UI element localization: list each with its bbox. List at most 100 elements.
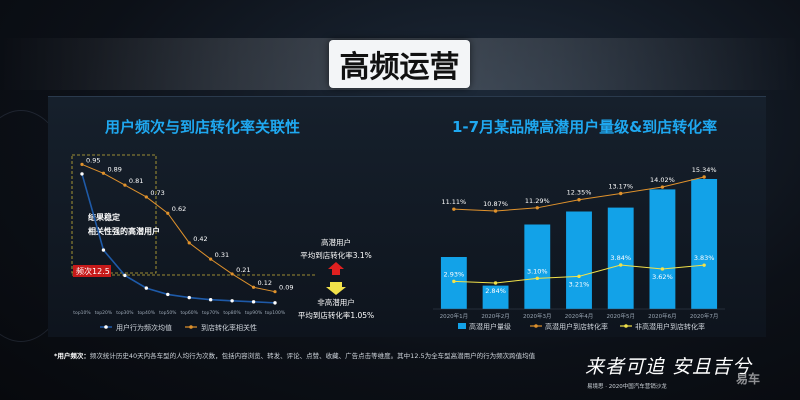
frequency-correlation-chart: 结果稳定 相关性强的高潜用户 频次12.5 top10% top20% top30%… <box>71 154 374 332</box>
correlation-data-label: 0.89 <box>107 165 121 173</box>
legend-freq-label: 用户行为频次均值 <box>116 323 172 332</box>
x-tick-label: 2020年6月 <box>648 312 677 320</box>
high-potential-data-label: 15.34% <box>692 166 717 174</box>
frequency-point <box>80 172 84 176</box>
frequency-point <box>251 300 256 304</box>
x-tick-label: top90% <box>245 310 263 316</box>
non-potential-data-label: 3.62% <box>652 273 673 281</box>
high-potential-data-label: 11.29% <box>525 197 550 205</box>
correlation-point <box>80 162 84 166</box>
arrow-up-icon <box>328 262 344 275</box>
high-potential-point <box>493 209 498 213</box>
legend-corr-marker <box>189 325 193 329</box>
legend-bar-label: 高潜用户量级 <box>469 322 511 331</box>
threshold-label: 频次12.5 <box>76 266 110 276</box>
correlation-point <box>187 241 191 245</box>
x-tick-label: top100% <box>265 310 286 316</box>
content-panel <box>48 96 766 337</box>
arrow-down-icon <box>326 282 346 295</box>
non-potential-point <box>660 267 665 271</box>
x-tick-label: 2020年7月 <box>690 312 719 320</box>
callout-high-line2: 平均到店转化率3.1% <box>300 250 372 260</box>
bar-potential-users <box>691 179 718 309</box>
brand-potential-users-chart: 11.11% 10.87% 11.29% 12.35% 13.17% 14.02% 15.3… <box>433 166 725 331</box>
correlation-data-label: 0.73 <box>150 189 164 197</box>
frequency-point <box>230 299 234 303</box>
correlation-data-label: 0.81 <box>129 177 143 185</box>
high-potential-data-label: 13.17% <box>608 183 633 191</box>
non-potential-data-label: 3.84% <box>610 254 631 262</box>
logo-calligraphy: 来者可追 安且吉兮 <box>585 356 753 378</box>
x-tick-label: top20% <box>95 310 113 316</box>
high-potential-data-label: 14.02% <box>650 176 675 184</box>
correlation-data-label: 0.31 <box>215 251 229 259</box>
right-chart-title: 1-7月某品牌高潜用户量级&到店转化率 <box>452 118 718 136</box>
non-potential-data-label: 3.10% <box>527 267 548 275</box>
high-potential-data-label: 11.11% <box>441 198 466 206</box>
non-potential-point <box>535 276 539 281</box>
non-potential-data-label: 2.84% <box>485 287 506 295</box>
x-tick-label: top60% <box>181 310 199 316</box>
legend-yellow-marker <box>624 324 628 328</box>
high-potential-point <box>702 175 706 179</box>
high-potential-point <box>660 185 665 189</box>
x-tick-label: 2020年4月 <box>565 312 594 320</box>
x-tick-label: top50% <box>159 310 177 316</box>
x-tick-label: 2020年1月 <box>440 312 469 320</box>
logo-subtitle: 易境思 · 2020中国汽车营销沙龙 <box>587 384 667 390</box>
legend-corr-label: 到店转化率相关性 <box>201 323 257 332</box>
left-chart-title: 用户频次与到店转化率关联性 <box>105 118 301 136</box>
non-potential-data-label: 2.93% <box>444 270 465 278</box>
correlation-data-label: 0.21 <box>236 266 250 274</box>
correlation-point <box>101 171 106 175</box>
series-correlation-line <box>81 163 276 293</box>
correlation-point <box>230 272 234 276</box>
legend-freq-marker <box>104 325 108 329</box>
legend-bar-swatch <box>458 323 466 329</box>
series-frequency-line <box>81 173 276 304</box>
bar-potential-users <box>524 224 551 309</box>
bar-potential-users <box>566 211 592 309</box>
bar-potential-users <box>482 285 509 309</box>
correlation-point <box>273 290 277 294</box>
non-potential-point <box>493 281 498 285</box>
threshold-label-bg <box>73 265 111 277</box>
callout-high-line1: 高潜用户 <box>321 237 351 247</box>
x-tick-label: 2020年2月 <box>481 312 510 320</box>
footnote-prefix: *用户频次： <box>54 352 90 360</box>
bar-potential-users <box>649 189 676 309</box>
correlation-point <box>166 211 170 215</box>
correlation-point <box>123 183 127 187</box>
frequency-point <box>187 295 191 300</box>
non-potential-point <box>702 263 706 267</box>
callout-low-line1: 非高潜用户 <box>317 297 355 307</box>
footnote: *用户频次：频次统计历史40天内各车型的人均行为次数，包括内容浏览、转发、评论、… <box>54 350 574 360</box>
non-potential-data-label: 3.83% <box>694 254 715 262</box>
correlation-data-label: 0.62 <box>172 205 186 213</box>
non-potential-point <box>619 263 623 267</box>
frequency-point <box>123 273 127 278</box>
correlation-point <box>144 195 148 199</box>
legend-orange-marker <box>534 324 538 328</box>
frequency-point <box>166 292 170 297</box>
bar-potential-users <box>607 207 634 309</box>
page-title: 高频运营 <box>329 40 470 88</box>
callout-low-line2: 平均到店转化率1.05% <box>298 310 374 320</box>
x-tick-label: top80% <box>223 310 241 316</box>
correlation-data-label: 0.12 <box>258 279 272 287</box>
frequency-point <box>273 301 277 305</box>
legend-yellow-label: 非高潜用户到店转化率 <box>635 322 705 331</box>
correlation-point <box>251 285 256 289</box>
correlation-data-label: 0.09 <box>279 284 293 292</box>
high-potential-point <box>577 198 581 202</box>
footnote-text: 频次统计历史40天内各车型的人均行为次数，包括内容浏览、转发、评论、点赞、收藏、… <box>89 352 536 360</box>
high-potential-data-label: 10.87% <box>483 200 508 208</box>
non-potential-point <box>452 279 456 284</box>
high-potential-point <box>452 207 456 211</box>
box-annotation-line2: 相关性强的高潜用户 <box>88 226 160 236</box>
x-tick-label: top30% <box>116 310 134 316</box>
frequency-point <box>101 248 106 252</box>
x-tick-label: top40% <box>138 310 156 316</box>
correlation-data-label: 0.95 <box>86 156 100 164</box>
high-potential-point <box>535 206 539 210</box>
